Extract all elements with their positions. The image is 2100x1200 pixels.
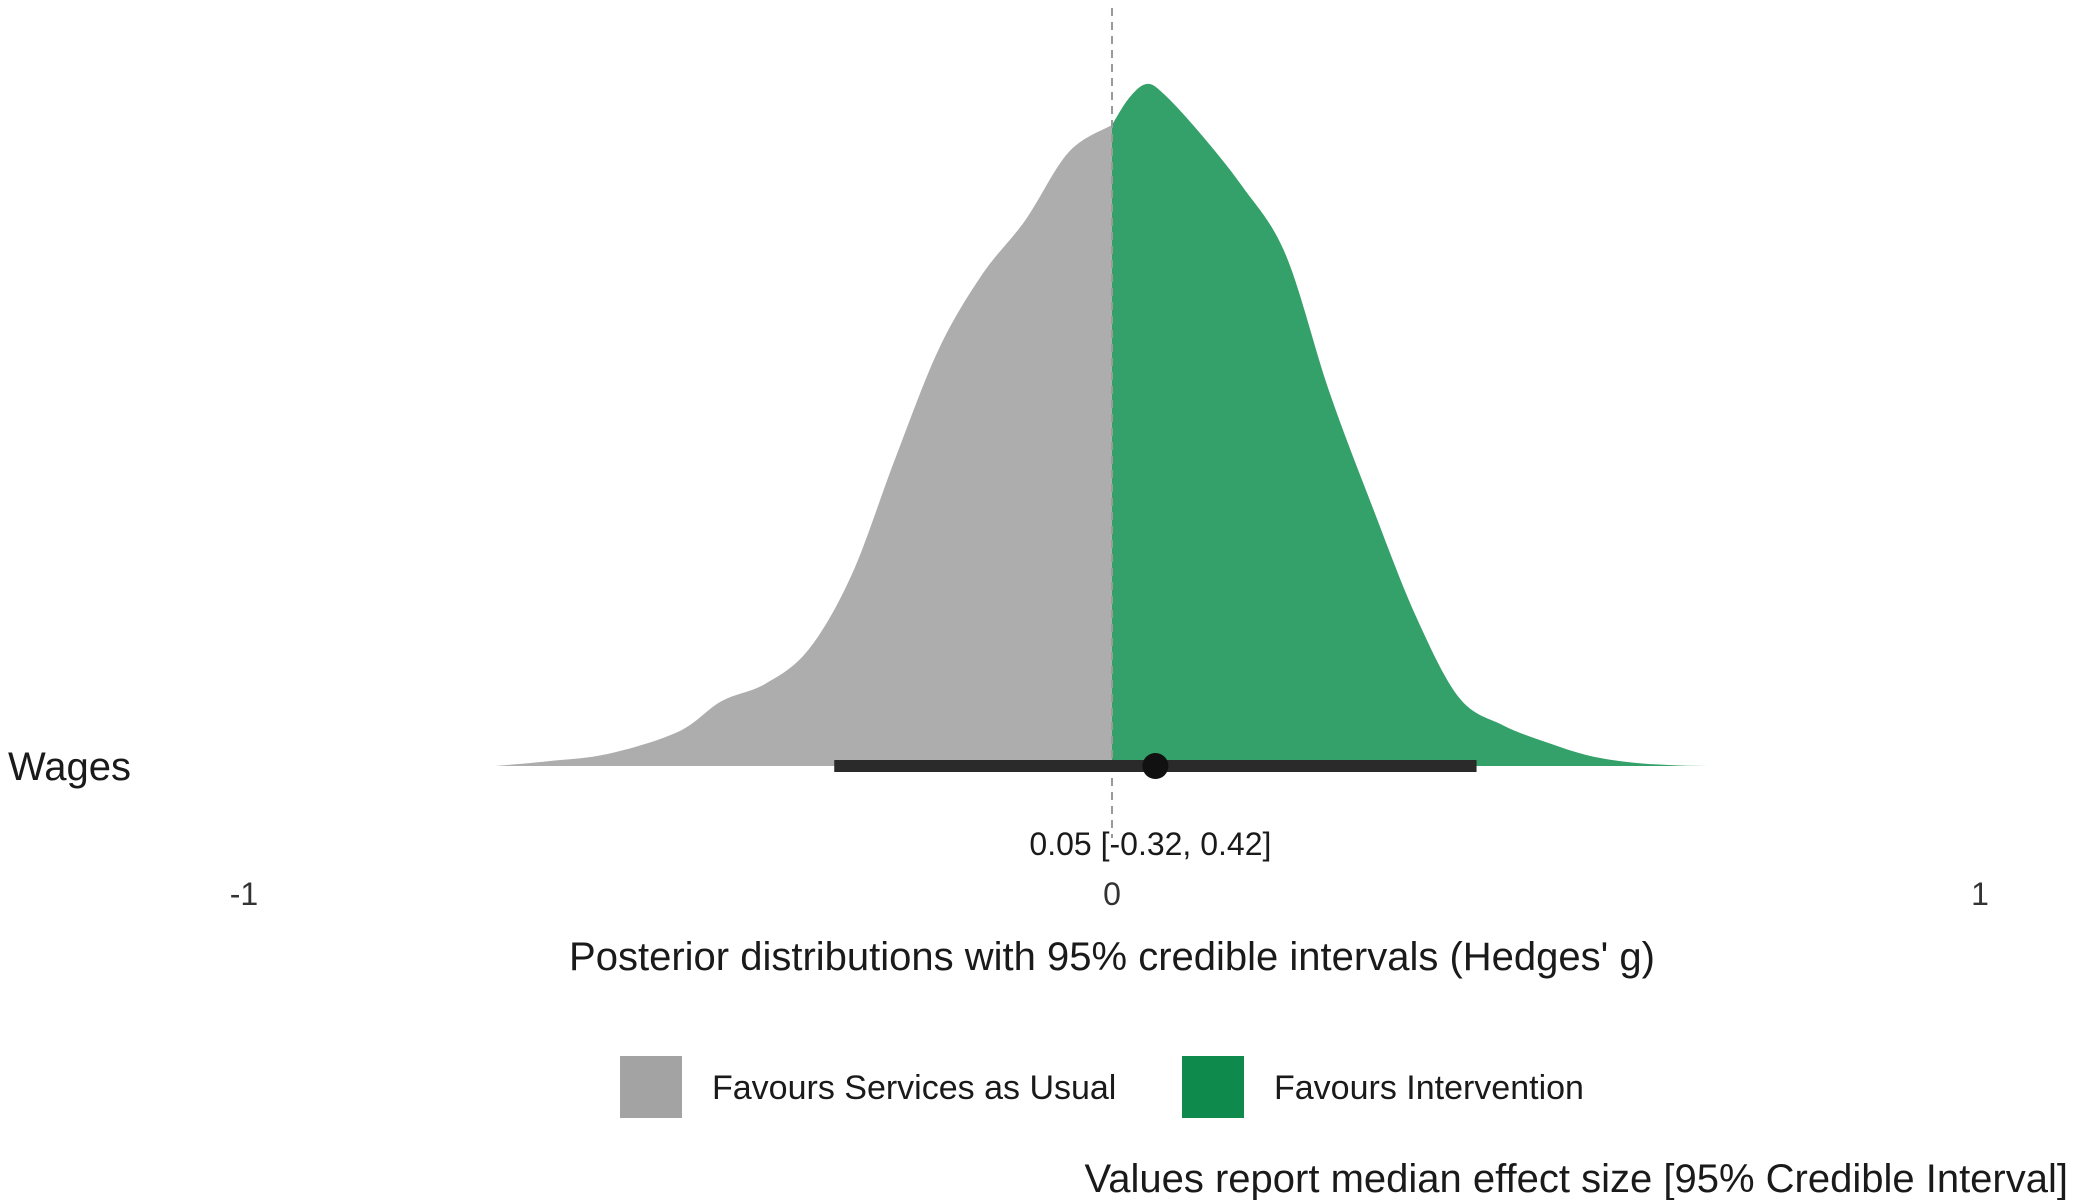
legend-swatch-favours-intervention (1182, 1056, 1244, 1118)
x-axis-title: Posterior distributions with 95% credibl… (569, 935, 1655, 979)
chart-caption: Values report median effect size [95% Cr… (1085, 1157, 2068, 1200)
x-tick-label: 0 (1103, 876, 1121, 912)
x-tick-label: -1 (230, 876, 258, 912)
legend-label-favours-intervention: Favours Intervention (1274, 1069, 1584, 1107)
density-area-favours-usual (495, 124, 1113, 767)
median-point (1142, 753, 1169, 779)
density-area-favours-intervention (1112, 83, 1763, 767)
x-tick-label: 1 (1971, 876, 1989, 912)
row-label: Wages (8, 745, 131, 789)
legend-label-favours-usual: Favours Services as Usual (712, 1069, 1116, 1107)
legend-swatch-favours-usual (620, 1056, 682, 1118)
estimate-label: 0.05 [-0.32, 0.42] (1029, 826, 1271, 862)
